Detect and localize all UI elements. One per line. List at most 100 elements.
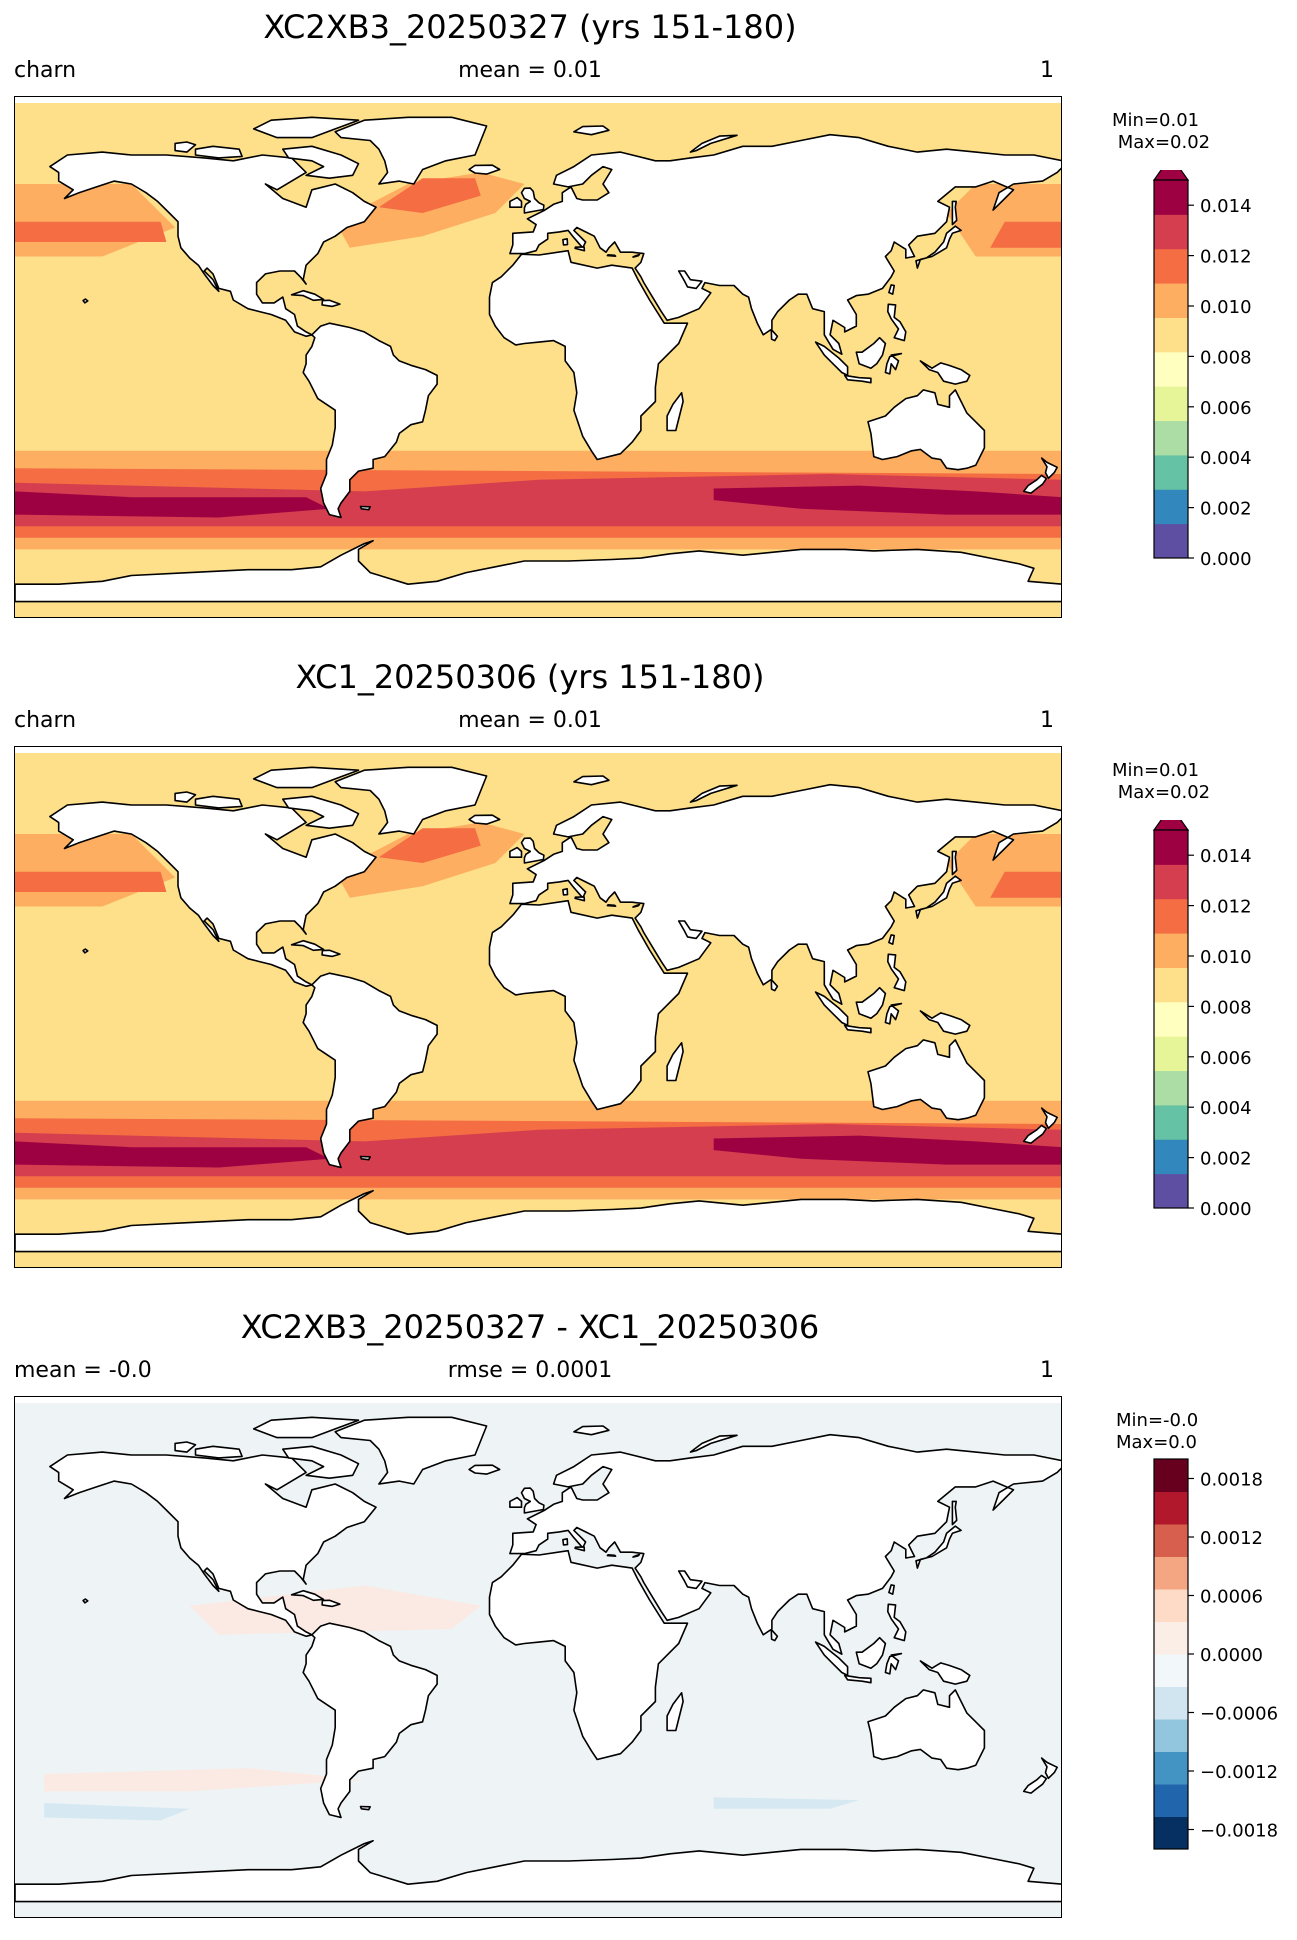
land-north-america [49, 1451, 377, 1638]
field-warm-southern-pacific [44, 1768, 365, 1792]
field-north-atlantic-core [378, 178, 481, 213]
land-new-zealand-south [1022, 474, 1048, 494]
land-eurasia [509, 1433, 1061, 1655]
land-new-zealand-south [1022, 1774, 1048, 1794]
panel-title: XC1_20250306 (yrs 151-180) [295, 658, 765, 696]
land-new-zealand-north [1040, 457, 1058, 480]
colorbar-tick-label: 0.0000 [1200, 1645, 1263, 1666]
land-madagascar [666, 1692, 684, 1732]
colorbar-segment [1154, 1751, 1188, 1785]
colorbar-extend-arrow [1152, 820, 1190, 831]
colorbar-segment [1154, 1001, 1188, 1037]
colorbar-segment [1154, 317, 1188, 353]
land-south-america [302, 972, 438, 1169]
colorbar-segment [1154, 1816, 1188, 1850]
variable-label: charn [14, 58, 77, 83]
land-cuba [290, 289, 325, 302]
land-antarctica [15, 539, 1061, 603]
field-north-pacific-core-east [990, 221, 1061, 248]
colorbar-segment [1154, 1139, 1188, 1175]
land-sicily [574, 246, 586, 252]
panel-1: XC2XB3_20250327 (yrs 151-180) charn mean… [0, 0, 1297, 640]
max-label: Max=0.0 [1116, 1432, 1197, 1453]
min-max-label: Min=0.01 Max=0.02 [1112, 110, 1262, 154]
land-hispaniola [321, 1599, 341, 1608]
colorbar: 0.000 0.002 0.004 0.006 0.008 0.010 0.012 0.014 [1152, 170, 1252, 570]
colorbar-tick-label: 0.012 [1200, 897, 1252, 918]
colorbar-segment [1154, 898, 1188, 934]
land-new-guinea [919, 360, 971, 385]
land-masses [15, 116, 1061, 603]
land-java [843, 1024, 872, 1034]
land-sardinia [562, 1538, 569, 1546]
land-victoria-isl [194, 145, 243, 159]
land-hispaniola [321, 299, 341, 308]
colorbar-segment [1154, 967, 1188, 1003]
land-cuba [290, 939, 325, 952]
colorbar-frame [1153, 829, 1189, 1209]
colorbar-extend-arrow [1152, 170, 1190, 181]
land-ellesmere [252, 766, 360, 789]
colorbar-segment [1154, 489, 1188, 525]
min-label: Min=-0.0 [1116, 1410, 1199, 1431]
land-sakhalin [951, 200, 958, 226]
min-max-label: Min=-0.0 Max=0.0 [1116, 1410, 1266, 1454]
colorbar-tick-label: 0.014 [1200, 196, 1252, 217]
rmse-label: rmse = 0.0001 [447, 1358, 613, 1383]
panel-title: XC2XB3_20250327 - XC1_20250306 [240, 1308, 820, 1346]
colorbar-tick-label: 0.004 [1200, 448, 1252, 469]
panel-2: XC1_20250306 (yrs 151-180) charn mean = … [0, 650, 1297, 1290]
colorbar-segment [1154, 1654, 1188, 1687]
land-svalbard [573, 1425, 610, 1436]
land-north-america [49, 151, 377, 338]
world-map [14, 746, 1062, 1268]
land-cyprus [632, 1553, 641, 1558]
land-victoria-isl [194, 795, 243, 809]
panel-3: XC2XB3_20250327 - XC1_20250306 mean = -0… [0, 1300, 1297, 1940]
colorbar-segment [1154, 386, 1188, 422]
land-antarctica [15, 1839, 1061, 1903]
land-greenland [334, 1416, 488, 1485]
colorbar-segment [1154, 523, 1188, 559]
land-masses [15, 1416, 1061, 1903]
land-novaya-zemlya [689, 784, 738, 803]
level-label: 1 [1040, 708, 1054, 733]
land-sri-lanka [770, 1628, 779, 1642]
colorbar-segment [1154, 1621, 1188, 1655]
colorbar-tick-label: 0.0018 [1200, 1470, 1263, 1491]
colorbar-tick-label: 0.000 [1200, 549, 1252, 570]
land-java [843, 1674, 872, 1684]
land-new-guinea [919, 1660, 971, 1685]
land-falkland [359, 1805, 371, 1811]
colorbar-segment [1154, 180, 1188, 215]
colorbar-tick-label: 0.006 [1200, 398, 1252, 419]
land-australia [867, 1689, 986, 1771]
world-map [14, 1396, 1062, 1918]
colorbar-frame [1153, 179, 1189, 559]
land-crete [606, 904, 617, 907]
colorbar-segment [1154, 1070, 1188, 1106]
level-label: 1 [1040, 1358, 1054, 1383]
land-banks-isl [174, 141, 197, 153]
land-ellesmere [252, 116, 360, 139]
colorbar-tick-label: 0.0012 [1200, 1528, 1263, 1549]
colorbar-segment [1154, 1524, 1188, 1557]
colorbar-segment [1154, 283, 1188, 318]
land-british-isles [520, 187, 545, 214]
land-svalbard [573, 775, 610, 786]
colorbar: −0.0018 −0.0012 −0.0006 0.0000 0.0006 0.0012 0… [1153, 1458, 1278, 1850]
land-australia [867, 1039, 986, 1121]
polar-blank-north [15, 747, 1061, 753]
min-max-label: Min=0.01 Max=0.02 [1112, 760, 1262, 804]
field-southern-core-indian [713, 485, 1061, 515]
land-ireland [509, 196, 523, 208]
field-cool-southern-indian [713, 1797, 860, 1809]
land-north-america [49, 801, 377, 988]
land-madagascar [666, 392, 684, 432]
land-philippines [887, 1603, 907, 1642]
colorbar-segment [1154, 248, 1188, 284]
land-falkland [359, 1155, 371, 1161]
land-japan [915, 875, 962, 919]
field-north-pacific-core-east [990, 871, 1061, 898]
land-hawaii [82, 1598, 89, 1604]
